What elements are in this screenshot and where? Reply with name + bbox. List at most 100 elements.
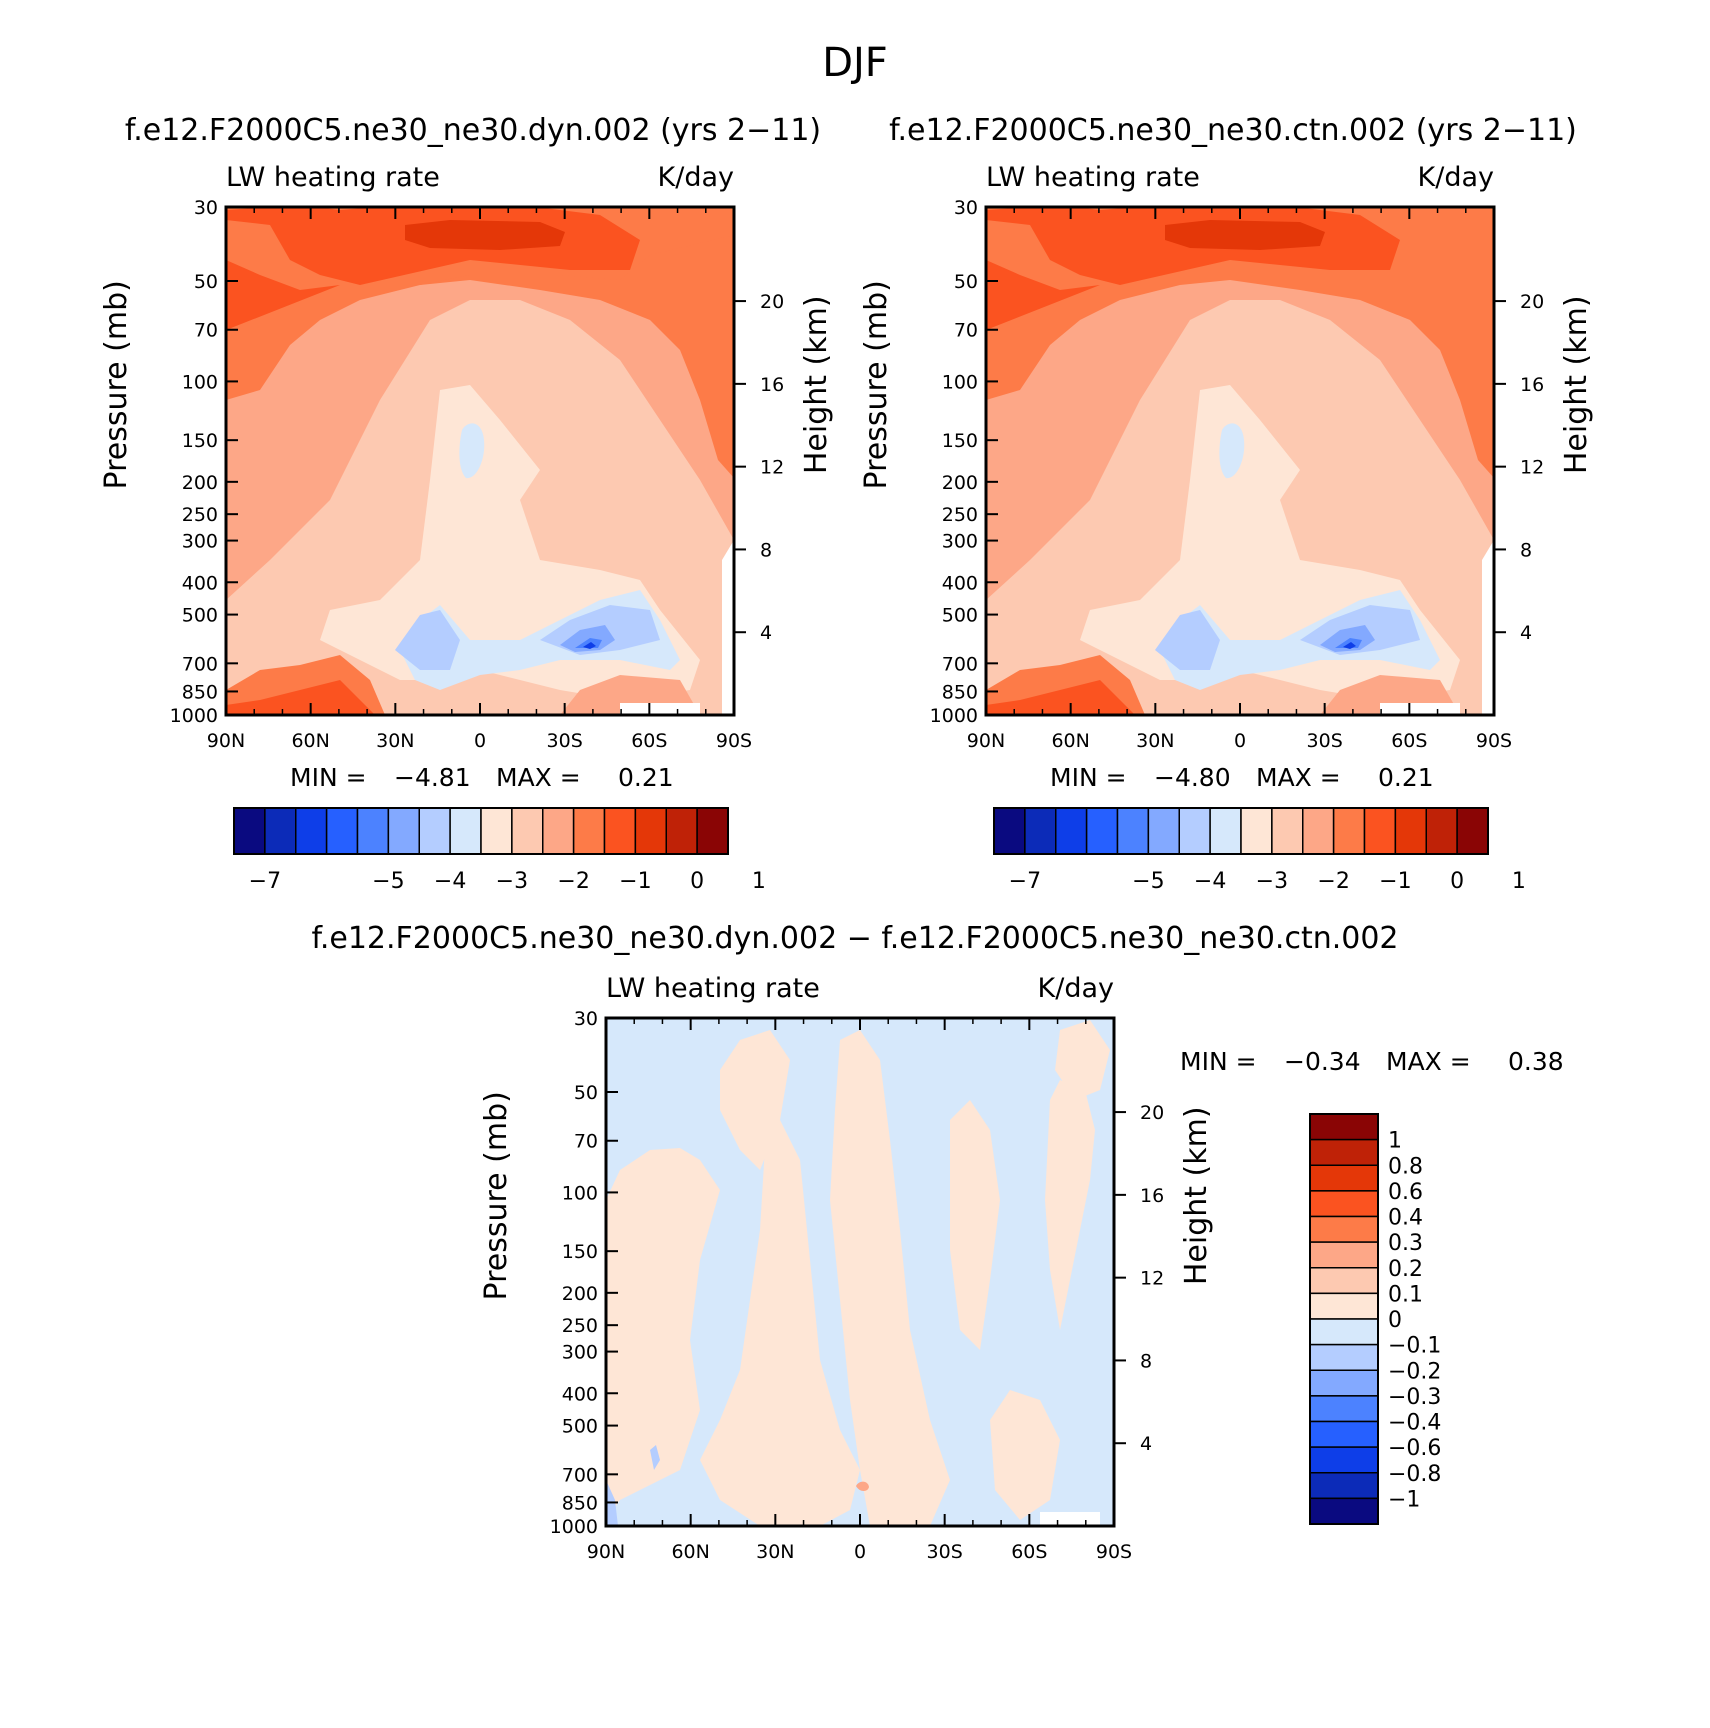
colorbar-swatch — [1309, 1215, 1379, 1243]
x-tick-label: 90N — [967, 730, 1005, 752]
colorbar-tick-label: 0.1 — [1388, 1282, 1423, 1307]
colorbar-tick-label: 1 — [752, 869, 766, 894]
panel-diff-min-value: −0.34 — [1284, 1047, 1361, 1076]
panel-left-max-label: MAX = — [496, 763, 581, 792]
contour-level — [1219, 423, 1245, 479]
colorbar-swatch — [264, 807, 297, 855]
colorbar-swatch — [511, 807, 544, 855]
missing-data — [620, 703, 700, 715]
colorbar-swatch — [295, 807, 328, 855]
x-tick-label: 90N — [207, 730, 245, 752]
y-tick-label: 150 — [182, 430, 218, 452]
x-tick-label: 30S — [927, 1541, 963, 1563]
panel-right-colorbar: −7 −5 −4 −3 −2 −1 0 1 — [993, 807, 1526, 894]
x-tick-label: 60N — [291, 730, 329, 752]
y-tick-label: 700 — [562, 1464, 598, 1486]
y-right-tick-label: 20 — [1140, 1102, 1164, 1124]
x-tick-label: 90S — [1096, 1541, 1132, 1563]
contour-level — [1320, 625, 1375, 652]
x-tick-label: 90N — [587, 1541, 625, 1563]
y-tick-label: 400 — [182, 572, 218, 594]
colorbar-tick-label: −1 — [619, 869, 651, 894]
y-axis-label: Pressure (mb) — [99, 280, 134, 489]
missing-data — [1040, 1512, 1100, 1526]
contour-level — [650, 1445, 660, 1470]
colorbar-tick-label: −4 — [434, 869, 466, 894]
panel-left-variable-label: LW heating rate — [226, 162, 440, 193]
panel-diff-units-label: K/day — [1038, 973, 1114, 1004]
panel-diff-max-value: 0.38 — [1508, 1047, 1564, 1076]
y-right-tick-label: 12 — [1520, 457, 1544, 479]
contour-level — [1155, 610, 1220, 670]
panel-right-axes: 90N 60N 30N 0 30S 60S 90S 30 50 70 100 150 200 250 300… — [859, 197, 1594, 752]
colorbar-tick-label: −1 — [1379, 869, 1411, 894]
y-tick-label: 300 — [942, 531, 978, 553]
panel-left: LW heating rate K/day 90N 60N 3 — [99, 162, 834, 894]
y-tick-label: 700 — [182, 653, 218, 675]
y-tick-label: 50 — [194, 271, 218, 293]
y-tick-label: 150 — [942, 430, 978, 452]
contour-level — [700, 1120, 860, 1526]
colorbar-swatch — [696, 807, 729, 855]
y-right-tick-label: 12 — [760, 457, 784, 479]
colorbar-tick-label: −0.8 — [1388, 1462, 1441, 1487]
y-right-tick-label: 16 — [1520, 374, 1544, 396]
colorbar-swatch — [1271, 807, 1304, 855]
panel-left-axes: 90N 60N 30N 0 30S 60S 90S 30 50 70 100 150 200 250 300… — [99, 197, 834, 752]
colorbar-tick-label: 0.4 — [1388, 1206, 1423, 1231]
contour-level — [606, 1280, 640, 1390]
panel-left-min-label: MIN = — [290, 763, 367, 792]
y-right-tick-label: 16 — [1140, 1185, 1164, 1207]
colorbar-swatch — [1363, 807, 1397, 855]
y-tick-label: 200 — [942, 472, 978, 494]
y-tick-label: 30 — [574, 1008, 598, 1030]
colorbar-swatch — [1209, 807, 1242, 855]
y-right-tick-label: 4 — [760, 622, 772, 644]
x-tick-label: 0 — [854, 1541, 866, 1563]
colorbar-swatch — [1309, 1292, 1379, 1320]
y-tick-label: 250 — [182, 504, 218, 526]
y-tick-label: 850 — [182, 681, 218, 703]
colorbar-swatch — [1147, 807, 1180, 855]
colorbar-tick-label: 0.2 — [1388, 1257, 1423, 1282]
panel-left-units-label: K/day — [658, 162, 734, 193]
contour-level — [1055, 1020, 1110, 1100]
contour-level — [405, 220, 565, 250]
colorbar-swatch — [1309, 1138, 1379, 1166]
colorbar-swatch — [1055, 807, 1088, 855]
colorbar-swatch — [1309, 1267, 1379, 1295]
colorbar-tick-label: 0 — [1450, 869, 1464, 894]
panel-diff-title: f.e12.F2000C5.ne30_ne30.dyn.002 − f.e12.… — [311, 921, 1398, 956]
contour-level — [986, 680, 1135, 715]
colorbar-swatch — [1309, 1343, 1379, 1371]
y-tick-label: 400 — [562, 1383, 598, 1405]
x-tick-label: 30S — [1307, 730, 1343, 752]
colorbar-swatch — [634, 807, 667, 855]
panel-right: LW heating rate K/day 90N 60N 30N 0 30S 60S 90… — [859, 162, 1594, 894]
y-right-tick-label: 20 — [760, 291, 784, 313]
y-right-tick-label: 8 — [1520, 539, 1532, 561]
colorbar-swatch — [1309, 1113, 1379, 1141]
colorbar-swatch — [993, 807, 1026, 855]
colorbar-tick-label: −0.3 — [1388, 1385, 1441, 1410]
y-tick-label: 850 — [562, 1492, 598, 1514]
panel-diff-axes: 90N 60N 30N 0 30S 60S 90S 30 50 70 100 150 200 250 300… — [479, 1008, 1214, 1563]
y-tick-label: 50 — [954, 271, 978, 293]
y-tick-label: 400 — [942, 572, 978, 594]
colorbar-tick-label: −5 — [1132, 869, 1164, 894]
colorbar-tick-label: −5 — [372, 869, 404, 894]
y-tick-label: 500 — [942, 605, 978, 627]
panel-diff-max-label: MAX = — [1386, 1047, 1471, 1076]
y-right-axis-label: Height (km) — [1179, 1106, 1214, 1285]
panel-right-contours — [986, 207, 1494, 715]
panel-diff-contours — [606, 1018, 1114, 1526]
contour-level — [583, 642, 596, 649]
colorbar-swatch — [665, 807, 698, 855]
y-right-axis-label: Height (km) — [1559, 295, 1594, 474]
contour-level — [1045, 1080, 1095, 1330]
colorbar-swatch — [356, 807, 390, 855]
y-tick-label: 500 — [562, 1416, 598, 1438]
x-tick-label: 30S — [547, 730, 583, 752]
x-tick-label: 0 — [474, 730, 486, 752]
